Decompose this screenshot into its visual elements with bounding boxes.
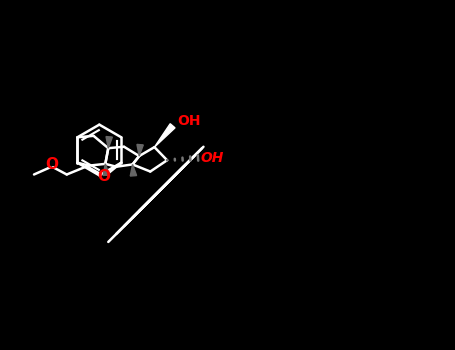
Text: O: O	[97, 169, 111, 184]
Polygon shape	[130, 164, 136, 176]
Polygon shape	[137, 145, 143, 156]
Text: O: O	[46, 157, 59, 172]
Polygon shape	[106, 136, 112, 148]
Polygon shape	[103, 164, 109, 175]
Polygon shape	[154, 124, 175, 147]
Text: OH: OH	[177, 114, 201, 128]
Text: OH: OH	[200, 151, 224, 165]
